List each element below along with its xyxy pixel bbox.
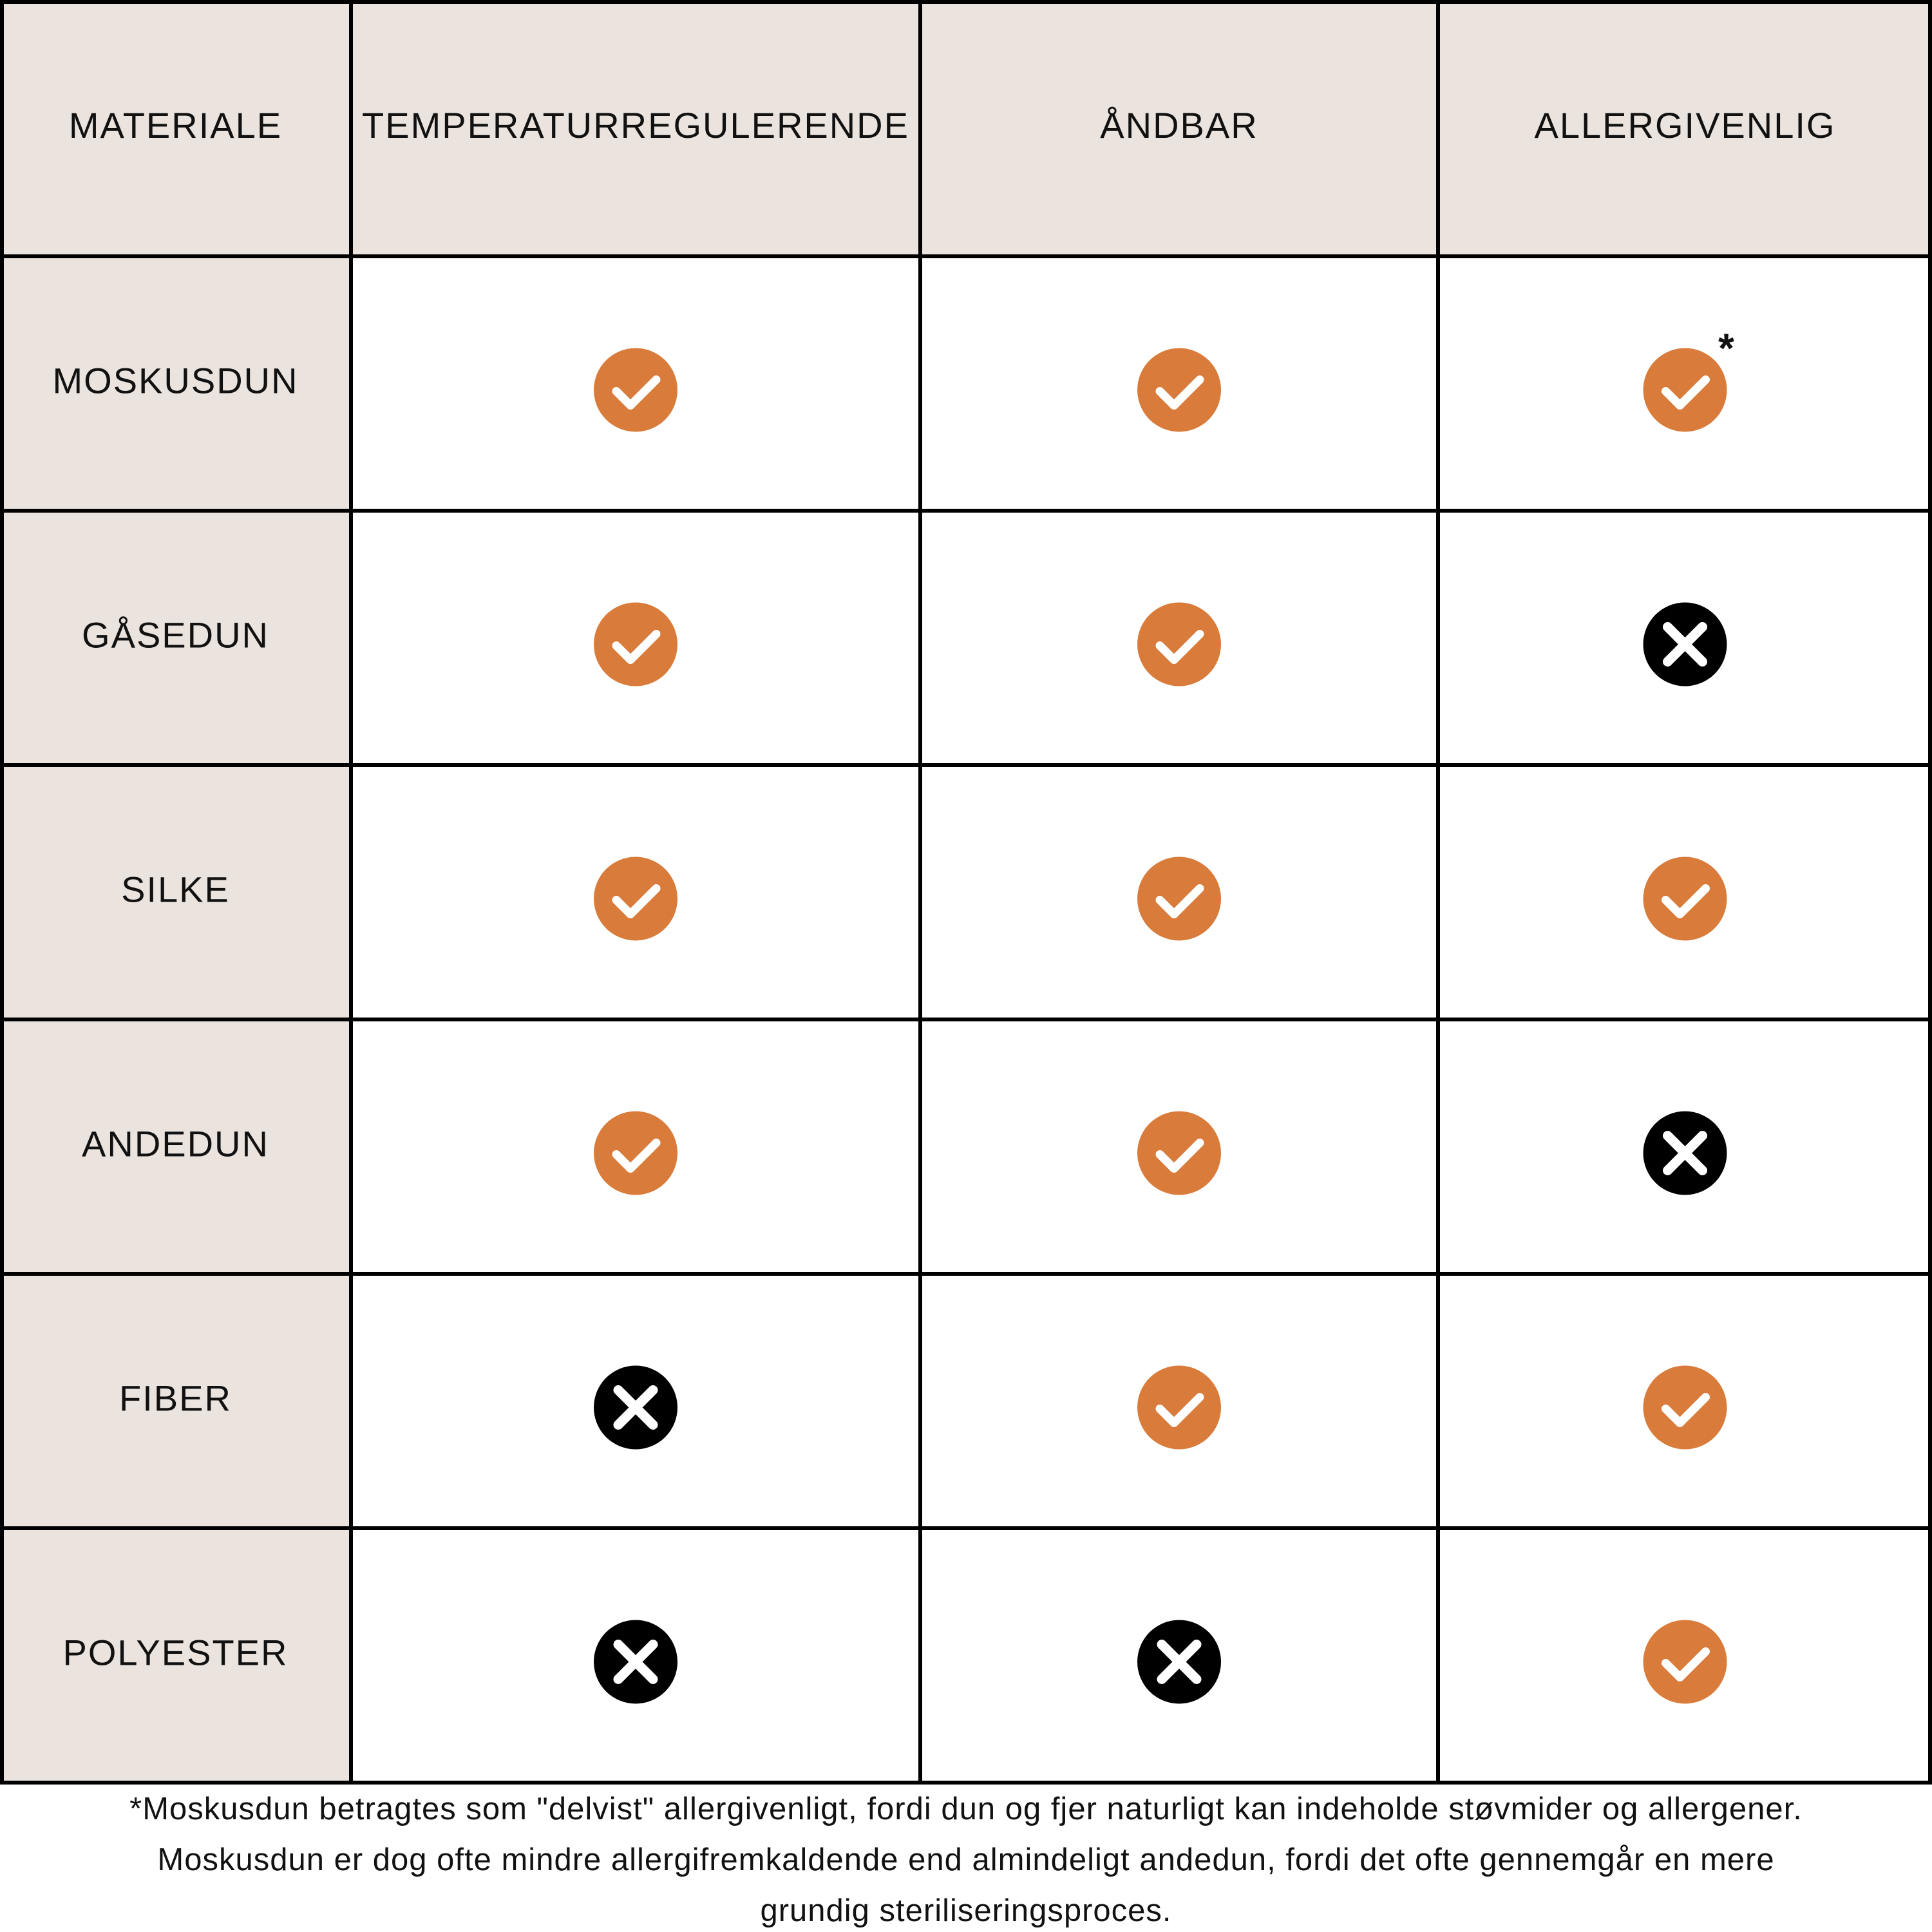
check-icon xyxy=(1137,1111,1221,1195)
column-header: ALLERGIVENLIG xyxy=(1535,105,1836,146)
footnote-line: *Moskusdun betragtes som "delvist" aller… xyxy=(129,1792,1803,1826)
check-stroke xyxy=(1662,375,1710,410)
icon-circle xyxy=(594,602,677,687)
check-stroke xyxy=(1155,375,1204,410)
check-stroke xyxy=(1662,1647,1710,1681)
icon-circle xyxy=(1643,857,1727,941)
icon-circle xyxy=(1137,348,1221,432)
icon-circle xyxy=(1137,602,1221,687)
column-header: TEMPERATURREGULERENDE xyxy=(362,105,909,146)
row-label: SILKE xyxy=(121,869,230,909)
check-icon xyxy=(1137,1365,1221,1450)
check-stroke xyxy=(1155,884,1204,918)
check-icon xyxy=(1137,602,1221,687)
header-background xyxy=(0,0,1932,256)
check-icon xyxy=(1137,857,1221,941)
check-icon xyxy=(1643,1620,1727,1704)
check-icon xyxy=(1643,348,1727,432)
cross-icon xyxy=(1643,1111,1727,1195)
row-label: FIBER xyxy=(119,1378,232,1418)
footnote-line: Moskusdun er dog ofte mindre allergifrem… xyxy=(157,1842,1774,1877)
cross-stroke xyxy=(613,1640,658,1684)
cross-stroke xyxy=(613,1385,658,1430)
row-label: GÅSEDUN xyxy=(82,614,269,655)
check-stroke xyxy=(612,630,661,664)
icon-circle xyxy=(594,348,677,432)
column-header: MATERIALE xyxy=(69,105,282,146)
row-label: POLYESTER xyxy=(63,1632,289,1672)
check-icon xyxy=(1137,348,1221,432)
icon-circle xyxy=(594,1111,677,1195)
check-stroke xyxy=(1662,1393,1710,1427)
column-header: ÅNDBAR xyxy=(1100,105,1258,146)
check-stroke xyxy=(1155,1139,1204,1173)
check-stroke xyxy=(1155,630,1204,664)
footnote-line: grundig steriliseringsproces. xyxy=(760,1893,1171,1928)
cross-icon xyxy=(594,1365,677,1450)
icon-circle xyxy=(1643,348,1727,432)
check-icon xyxy=(1643,1365,1727,1450)
icon-circle xyxy=(1137,1111,1221,1195)
row-label: MOSKUSDUN xyxy=(52,360,298,401)
row-label: ANDEDUN xyxy=(82,1123,269,1164)
check-stroke xyxy=(612,1139,661,1173)
check-stroke xyxy=(612,375,661,410)
icon-circle xyxy=(594,857,677,941)
check-stroke xyxy=(1155,1393,1204,1427)
footnote-mark: * xyxy=(1718,325,1734,371)
check-stroke xyxy=(1662,884,1710,918)
icon-circle xyxy=(1137,1365,1221,1450)
check-icon xyxy=(594,348,677,432)
cross-icon xyxy=(1137,1620,1221,1704)
cross-stroke xyxy=(1157,1640,1202,1684)
icon-circle xyxy=(1643,1620,1727,1704)
icon-circle xyxy=(1137,857,1221,941)
cross-icon xyxy=(1643,602,1727,687)
check-stroke xyxy=(612,884,661,918)
cross-icon xyxy=(594,1620,677,1704)
check-icon xyxy=(594,1111,677,1195)
cross-stroke xyxy=(1663,1131,1707,1175)
check-icon xyxy=(1643,857,1727,941)
icon-circle xyxy=(1643,1365,1727,1450)
cross-stroke xyxy=(1663,622,1707,667)
check-icon xyxy=(594,857,677,941)
check-icon xyxy=(594,602,677,687)
